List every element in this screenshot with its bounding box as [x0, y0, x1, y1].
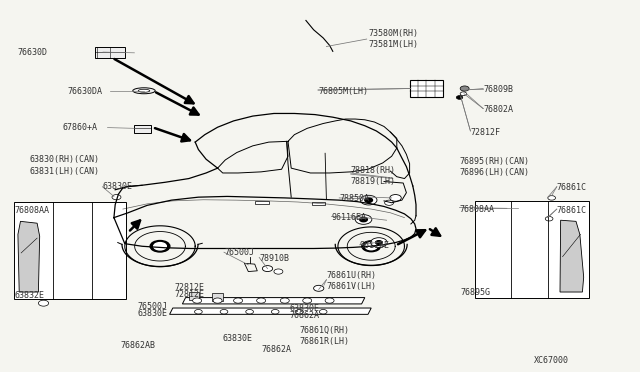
- Text: 76862A: 76862A: [261, 345, 291, 354]
- Circle shape: [456, 96, 463, 99]
- Text: 76861C: 76861C: [557, 183, 587, 192]
- Text: 76808AA: 76808AA: [14, 206, 49, 215]
- Text: 76862AB: 76862AB: [120, 341, 156, 350]
- Bar: [312, 202, 325, 205]
- Circle shape: [257, 298, 266, 303]
- Circle shape: [360, 195, 377, 205]
- Text: 76805M(LH): 76805M(LH): [318, 87, 368, 96]
- Circle shape: [220, 310, 228, 314]
- Polygon shape: [560, 220, 584, 292]
- Text: 63830E: 63830E: [223, 334, 253, 343]
- Text: 76861Q(RH)
76861R(LH): 76861Q(RH) 76861R(LH): [300, 326, 349, 346]
- Circle shape: [246, 310, 253, 314]
- Bar: [475, 201, 589, 298]
- Text: 63830(RH)(CAN)
63831(LH)(CAN): 63830(RH)(CAN) 63831(LH)(CAN): [29, 155, 99, 176]
- Circle shape: [314, 285, 324, 291]
- Text: 72812E: 72812E: [174, 283, 204, 292]
- Circle shape: [385, 200, 394, 205]
- Circle shape: [193, 298, 202, 303]
- Circle shape: [365, 198, 372, 202]
- Text: 76630D: 76630D: [18, 48, 48, 57]
- Circle shape: [460, 92, 467, 96]
- Circle shape: [319, 310, 327, 314]
- Text: 76808AA: 76808AA: [460, 205, 495, 214]
- Text: 73580M(RH)
73581M(LH): 73580M(RH) 73581M(LH): [368, 29, 418, 49]
- Text: 63830E: 63830E: [102, 182, 132, 191]
- Polygon shape: [170, 308, 371, 314]
- Circle shape: [38, 300, 49, 306]
- Circle shape: [545, 217, 553, 221]
- Circle shape: [234, 298, 243, 303]
- Circle shape: [271, 310, 279, 314]
- Circle shape: [296, 310, 303, 314]
- Circle shape: [325, 298, 334, 303]
- Text: 72812F: 72812F: [470, 128, 500, 137]
- Circle shape: [154, 243, 166, 250]
- Bar: [95, 47, 125, 58]
- Polygon shape: [182, 298, 365, 304]
- Text: 96116EA: 96116EA: [332, 213, 367, 222]
- Circle shape: [460, 86, 469, 91]
- Circle shape: [280, 298, 289, 303]
- Ellipse shape: [133, 88, 155, 94]
- Text: 78850A: 78850A: [339, 194, 369, 203]
- Text: 76630DA: 76630DA: [67, 87, 102, 96]
- Text: 76500J: 76500J: [138, 302, 168, 311]
- Text: 76895(RH)(CAN)
76896(LH)(CAN): 76895(RH)(CAN) 76896(LH)(CAN): [460, 157, 529, 177]
- Text: 78818(RH)
78819(LH): 78818(RH) 78819(LH): [351, 166, 396, 186]
- Circle shape: [376, 241, 382, 244]
- Circle shape: [274, 269, 283, 274]
- Text: 72812E: 72812E: [174, 290, 204, 299]
- Circle shape: [365, 243, 377, 250]
- Text: 63830E: 63830E: [138, 309, 168, 318]
- Circle shape: [362, 241, 381, 252]
- Text: 76861U(RH)
76861V(LH): 76861U(RH) 76861V(LH): [326, 271, 376, 291]
- Text: 76802A: 76802A: [483, 105, 513, 114]
- Circle shape: [195, 310, 202, 314]
- Text: 78910B: 78910B: [259, 254, 289, 263]
- Bar: [255, 201, 269, 204]
- Circle shape: [303, 298, 312, 303]
- Text: 76895G: 76895G: [461, 288, 491, 296]
- Text: 63830E: 63830E: [289, 304, 319, 313]
- Text: 76862A: 76862A: [289, 311, 319, 320]
- Bar: [134, 125, 151, 133]
- Text: 76809B: 76809B: [483, 85, 513, 94]
- Circle shape: [150, 241, 170, 252]
- Text: XC67000: XC67000: [534, 356, 570, 365]
- Circle shape: [390, 195, 401, 201]
- Text: 63832E: 63832E: [14, 291, 44, 300]
- Text: 96116E: 96116E: [360, 241, 390, 250]
- Text: 76500J: 76500J: [224, 248, 254, 257]
- Circle shape: [355, 215, 372, 224]
- Circle shape: [371, 238, 387, 247]
- Bar: [14, 202, 126, 299]
- Polygon shape: [18, 221, 40, 292]
- Bar: [410, 80, 443, 97]
- Bar: [212, 293, 223, 301]
- Circle shape: [213, 298, 222, 303]
- Ellipse shape: [138, 89, 150, 92]
- Circle shape: [360, 217, 367, 222]
- Bar: [189, 292, 199, 300]
- Text: 76861C: 76861C: [557, 206, 587, 215]
- Text: 67860+A: 67860+A: [62, 123, 97, 132]
- Circle shape: [262, 266, 273, 272]
- Circle shape: [548, 196, 556, 200]
- Circle shape: [112, 195, 121, 200]
